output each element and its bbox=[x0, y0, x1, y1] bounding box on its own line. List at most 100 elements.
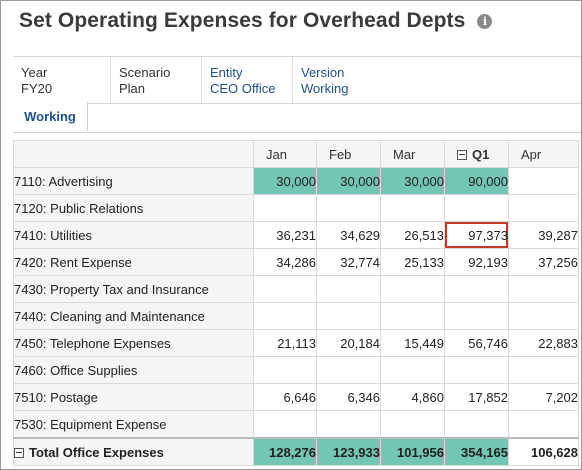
data-cell[interactable] bbox=[253, 302, 317, 330]
col-header-q1[interactable]: Q1 bbox=[444, 140, 509, 168]
total-cell[interactable]: 123,933 bbox=[316, 437, 381, 466]
table-row: 7430: Property Tax and Insurance bbox=[13, 275, 579, 303]
data-cell[interactable] bbox=[253, 275, 317, 303]
expense-grid: Jan Feb Mar Q1 Apr 7110: Advertising 30,… bbox=[13, 140, 579, 466]
data-cell[interactable]: 37,256 bbox=[508, 248, 579, 276]
data-cell[interactable] bbox=[508, 410, 579, 439]
data-cell[interactable]: 4,860 bbox=[380, 383, 445, 411]
data-cell[interactable] bbox=[380, 410, 445, 439]
data-cell[interactable]: 7,202 bbox=[508, 383, 579, 411]
total-cell[interactable]: 354,165 bbox=[444, 437, 509, 466]
table-row: 7530: Equipment Expense bbox=[13, 410, 579, 439]
total-cell[interactable]: 106,628 bbox=[508, 437, 579, 466]
data-cell[interactable] bbox=[444, 275, 509, 303]
pov-version-value[interactable]: Working bbox=[301, 81, 349, 96]
tab-working[interactable]: Working bbox=[13, 102, 88, 131]
pov-year: Year FY20 bbox=[13, 57, 111, 103]
data-cell[interactable]: 92,193 bbox=[444, 248, 509, 276]
col-header-jan[interactable]: Jan bbox=[253, 140, 317, 168]
total-cell[interactable]: 128,276 bbox=[253, 437, 317, 466]
data-cell[interactable] bbox=[508, 356, 579, 384]
data-cell[interactable] bbox=[380, 302, 445, 330]
total-row: Total Office Expenses 128,276 123,933 10… bbox=[13, 437, 579, 466]
pov-entity-value[interactable]: CEO Office bbox=[210, 81, 276, 96]
data-cell[interactable] bbox=[253, 356, 317, 384]
row-label: 7510: Postage bbox=[13, 383, 254, 411]
page-title: Set Operating Expenses for Overhead Dept… bbox=[19, 9, 466, 32]
data-cell[interactable] bbox=[316, 194, 381, 222]
table-row: 7420: Rent Expense 34,286 32,774 25,133 … bbox=[13, 248, 579, 276]
data-cell[interactable]: 30,000 bbox=[253, 167, 317, 195]
collapse-icon[interactable] bbox=[14, 448, 24, 459]
data-cell[interactable] bbox=[380, 356, 445, 384]
data-cell[interactable] bbox=[380, 275, 445, 303]
pov-bar: Year FY20 Scenario Plan Entity CEO Offic… bbox=[13, 56, 581, 104]
data-cell[interactable]: 36,231 bbox=[253, 221, 317, 249]
row-label: 7450: Telephone Expenses bbox=[13, 329, 254, 357]
data-cell[interactable] bbox=[253, 194, 317, 222]
data-cell[interactable]: 30,000 bbox=[380, 167, 445, 195]
row-label: 7120: Public Relations bbox=[13, 194, 254, 222]
data-cell[interactable]: 15,449 bbox=[380, 329, 445, 357]
data-cell[interactable]: 56,746 bbox=[444, 329, 509, 357]
row-label: 7420: Rent Expense bbox=[13, 248, 254, 276]
col-header-feb[interactable]: Feb bbox=[316, 140, 381, 168]
data-cell[interactable] bbox=[508, 167, 579, 195]
data-cell[interactable] bbox=[508, 194, 579, 222]
info-icon[interactable]: i bbox=[477, 13, 493, 29]
data-cell[interactable]: 39,287 bbox=[508, 221, 579, 249]
data-cell[interactable]: 90,000 bbox=[444, 167, 509, 195]
data-cell[interactable]: 6,646 bbox=[253, 383, 317, 411]
data-cell[interactable]: 34,629 bbox=[316, 221, 381, 249]
table-row: 7510: Postage 6,646 6,346 4,860 17,852 7… bbox=[13, 383, 579, 411]
col-header-mar[interactable]: Mar bbox=[380, 140, 445, 168]
pov-entity-label[interactable]: Entity bbox=[210, 65, 243, 80]
data-cell[interactable]: 25,133 bbox=[380, 248, 445, 276]
data-cell[interactable]: 22,883 bbox=[508, 329, 579, 357]
data-cell[interactable] bbox=[253, 410, 317, 439]
total-row-label[interactable]: Total Office Expenses bbox=[13, 437, 254, 466]
data-cell[interactable] bbox=[444, 410, 509, 439]
data-cell[interactable]: 32,774 bbox=[316, 248, 381, 276]
row-label: 7430: Property Tax and Insurance bbox=[13, 275, 254, 303]
total-label: Total Office Expenses bbox=[29, 444, 164, 460]
data-cell[interactable] bbox=[316, 356, 381, 384]
pov-scenario: Scenario Plan bbox=[111, 57, 202, 103]
data-cell[interactable] bbox=[316, 275, 381, 303]
table-row: 7410: Utilities 36,231 34,629 26,513 97,… bbox=[13, 221, 579, 249]
collapse-icon[interactable] bbox=[457, 150, 467, 161]
table-row: 7110: Advertising 30,000 30,000 30,000 9… bbox=[13, 167, 579, 195]
data-cell[interactable]: 21,113 bbox=[253, 329, 317, 357]
data-cell[interactable] bbox=[316, 302, 381, 330]
data-cell[interactable]: 17,852 bbox=[444, 383, 509, 411]
header-row: Jan Feb Mar Q1 Apr bbox=[13, 140, 579, 168]
data-cell[interactable] bbox=[508, 275, 579, 303]
pov-version[interactable]: Version Working bbox=[293, 57, 376, 103]
grid-corner bbox=[13, 140, 254, 168]
data-cell[interactable] bbox=[444, 302, 509, 330]
pov-entity[interactable]: Entity CEO Office bbox=[202, 57, 293, 103]
row-label: 7110: Advertising bbox=[13, 167, 254, 195]
data-cell[interactable]: 34,286 bbox=[253, 248, 317, 276]
table-row: 7120: Public Relations bbox=[13, 194, 579, 222]
data-cell[interactable] bbox=[380, 194, 445, 222]
col-header-apr[interactable]: Apr bbox=[508, 140, 579, 168]
pov-scenario-value: Plan bbox=[119, 81, 146, 96]
data-cell[interactable] bbox=[508, 302, 579, 330]
row-label: 7440: Cleaning and Maintenance bbox=[13, 302, 254, 330]
data-cell[interactable]: 6,346 bbox=[316, 383, 381, 411]
data-cell[interactable]: 20,184 bbox=[316, 329, 381, 357]
data-cell[interactable]: 26,513 bbox=[380, 221, 445, 249]
pov-year-value: FY20 bbox=[21, 81, 53, 96]
total-cell[interactable]: 101,956 bbox=[380, 437, 445, 466]
pov-version-label[interactable]: Version bbox=[301, 65, 345, 80]
data-cell[interactable] bbox=[316, 410, 381, 439]
selected-cell[interactable]: 97,373 bbox=[444, 221, 509, 249]
table-row: 7440: Cleaning and Maintenance bbox=[13, 302, 579, 330]
data-cell[interactable]: 30,000 bbox=[316, 167, 381, 195]
row-label: 7410: Utilities bbox=[13, 221, 254, 249]
data-cell[interactable] bbox=[444, 356, 509, 384]
data-cell[interactable] bbox=[444, 194, 509, 222]
pov-year-label: Year bbox=[21, 65, 48, 80]
